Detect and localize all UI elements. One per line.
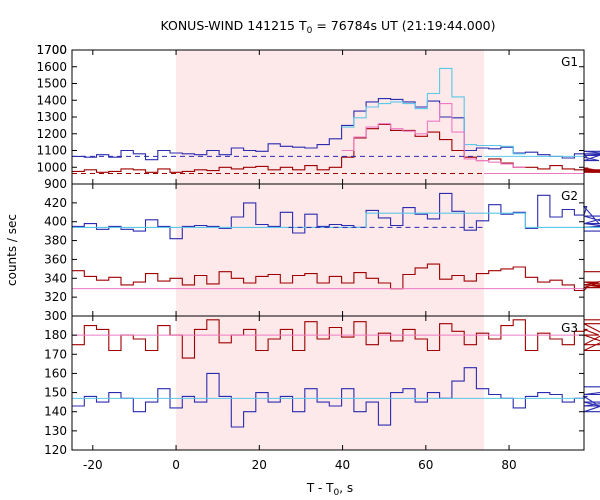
plot-area: 900100011001200130014001500160017001700G…	[36, 43, 600, 472]
y-tick-label: 1200	[36, 127, 67, 141]
panel-g3: 120 130 140 150 160 170 180 G3	[44, 315, 600, 457]
y-tick-label: 130	[44, 424, 67, 438]
y-tick-label: 360	[44, 252, 67, 266]
y-tick-label: 150	[44, 386, 67, 400]
panel-frame	[71, 315, 585, 451]
series-g2-step-1	[72, 212, 600, 228]
y-tick-label: 120	[44, 443, 67, 457]
y-tick-label: 1000	[36, 160, 67, 174]
panel-g2: 300 320 340 360 380 400 420 G2	[44, 183, 600, 323]
x-tick-label: 80	[501, 458, 516, 472]
y-tick-label: 170	[44, 347, 67, 361]
y-tick-label: 1700	[36, 43, 67, 57]
x-tick-label: 40	[335, 458, 350, 472]
panel-label-g2: G2	[561, 189, 578, 203]
y-tick-label: 1500	[36, 77, 67, 91]
y-tick-label: 160	[44, 366, 67, 380]
y-tick-label: 1300	[36, 110, 67, 124]
y-tick-label: 140	[44, 405, 67, 419]
series-g1-step-1	[341, 67, 526, 155]
y-tick-label: 180	[44, 328, 67, 342]
y-tick-label: 1700	[36, 43, 67, 57]
y-tick-label: 400	[44, 215, 67, 229]
panel-g1: 900100011001200130014001500160017001700G…	[36, 43, 600, 191]
y-tick-label: 900	[44, 177, 67, 191]
y-tick-label: 300	[44, 309, 67, 323]
y-tick-label: 1600	[36, 60, 67, 74]
shaded-interval	[176, 50, 485, 450]
y-tick-label: 320	[44, 290, 67, 304]
x-tick-label: -20	[83, 458, 103, 472]
series-g3-step-0	[72, 319, 600, 359]
panel-label-g1: G1	[561, 55, 578, 69]
y-tick-label: 380	[44, 234, 67, 248]
x-tick-label: 20	[252, 458, 267, 472]
x-tick-label: 0	[172, 458, 180, 472]
chart-title: KONUS-WIND 141215 T0 = 76784s UT (21:19:…	[160, 18, 495, 36]
series-g1-step-3	[341, 103, 526, 168]
series-g1-step-2	[72, 123, 600, 173]
x-tick-label: 60	[418, 458, 433, 472]
panel-label-g3: G3	[561, 321, 578, 335]
y-tick-label: 1400	[36, 93, 67, 107]
y-axis-label: counts / sec	[5, 214, 19, 286]
series-g3-step-2	[72, 367, 600, 428]
y-tick-label: 420	[44, 196, 67, 210]
series-g2-step-2	[72, 263, 600, 292]
y-tick-label: 340	[44, 271, 67, 285]
x-axis-label: T - T0, s	[306, 481, 353, 498]
y-tick-label: 1100	[36, 144, 67, 158]
